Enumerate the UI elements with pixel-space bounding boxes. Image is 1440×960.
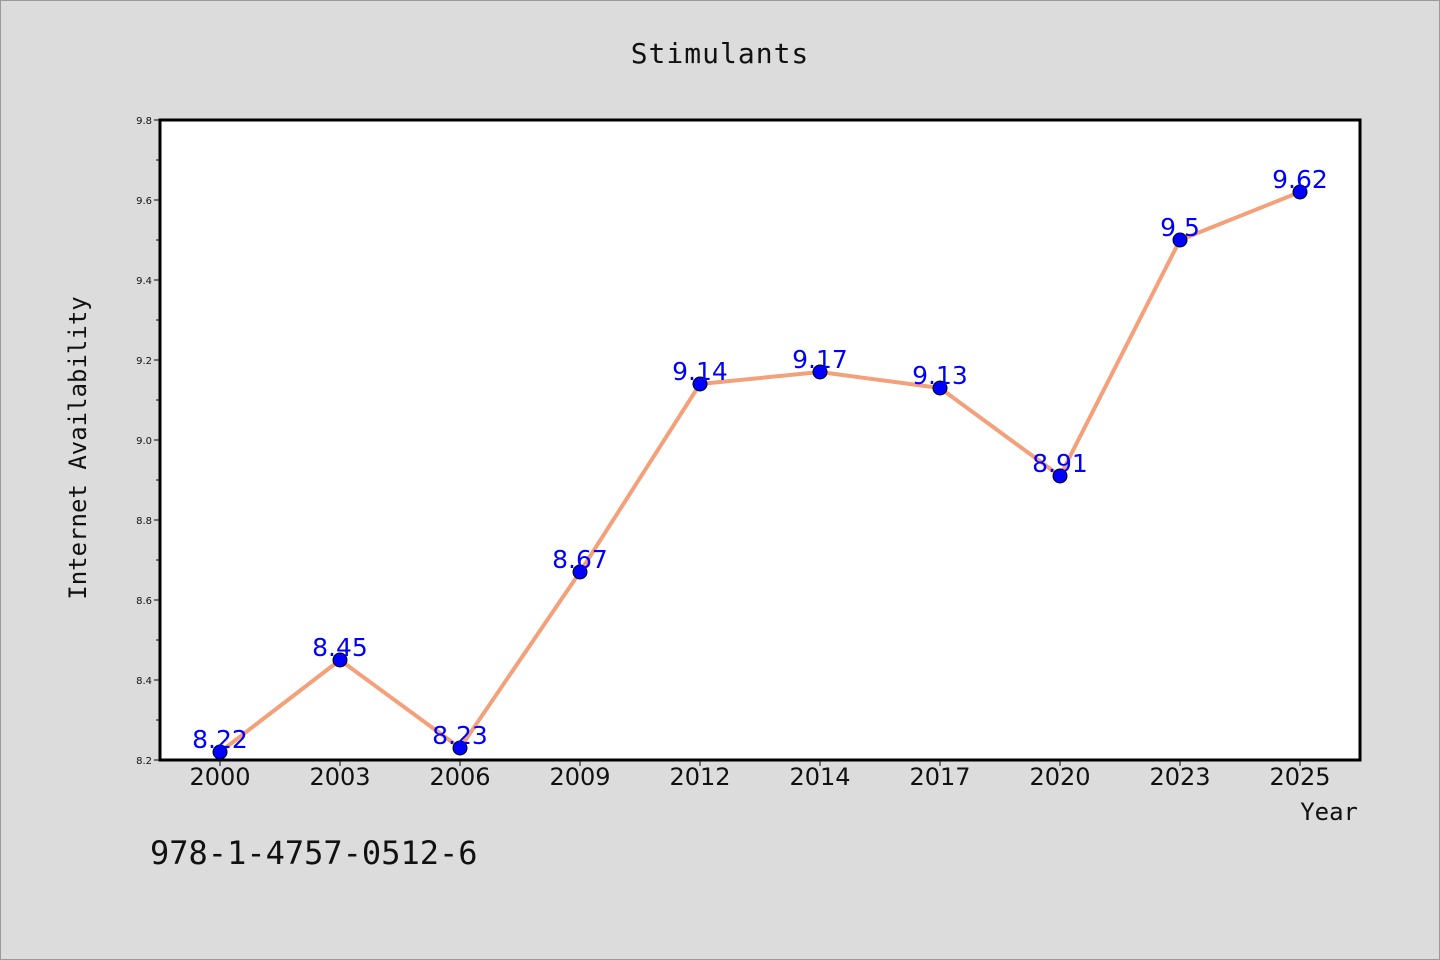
data-point[interactable] (332, 652, 348, 668)
x-tick-label: 2003 (309, 763, 370, 791)
data-point[interactable] (1292, 184, 1308, 200)
data-label: 8.45 (312, 633, 368, 662)
data-point[interactable] (1052, 468, 1068, 484)
data-point[interactable] (692, 376, 708, 392)
x-tick-label: 2025 (1269, 763, 1330, 791)
data-label: 8.91 (1032, 449, 1088, 478)
x-tick-label: 2017 (909, 763, 970, 791)
data-label: 9.13 (912, 361, 968, 390)
y-tick-label: 9.8 (136, 116, 152, 127)
y-tick-label: 8.2 (136, 756, 152, 767)
data-label: 8.23 (432, 721, 488, 750)
data-point[interactable] (452, 740, 468, 756)
x-tick-label: 2023 (1149, 763, 1210, 791)
isbn-text: 978-1-4757-0512-6 (150, 834, 478, 872)
x-tick-label: 2009 (549, 763, 610, 791)
y-tick-label: 9.6 (136, 196, 152, 207)
x-tick-label: 2006 (429, 763, 490, 791)
data-label: 9.14 (672, 357, 728, 386)
data-point[interactable] (572, 564, 588, 580)
x-axis: 2000 2003 2006 2009 2012 2014 2017 2020 2023 2025 (189, 760, 1331, 791)
series-line (218, 190, 1301, 754)
data-point[interactable] (932, 380, 948, 396)
plot-area (158, 118, 1362, 762)
data-point[interactable] (1172, 232, 1188, 248)
x-tick-label: 2020 (1029, 763, 1090, 791)
data-point[interactable] (212, 744, 228, 760)
chart-title: Stimulants (631, 37, 810, 70)
y-tick-label: 9.2 (136, 356, 152, 367)
data-label: 9.62 (1272, 165, 1328, 194)
x-tick-label: 2000 (189, 763, 250, 791)
y-axis-label: Internet Availability (64, 296, 92, 599)
data-label: 8.22 (192, 725, 248, 754)
x-tick-label: 2012 (669, 763, 730, 791)
x-axis-label: Year (1300, 798, 1358, 826)
y-tick-label: 8.8 (136, 516, 152, 527)
y-axis: 8.2 8.4 8.6 8.8 9.0 9.2 9.4 9.6 9.8 (136, 116, 160, 767)
data-point[interactable] (812, 364, 828, 380)
data-label: 8.67 (552, 545, 608, 574)
x-tick-label: 2014 (789, 763, 850, 791)
y-tick-label: 9.4 (136, 276, 152, 287)
data-label: 9.5 (1160, 213, 1200, 242)
data-label: 9.17 (792, 345, 848, 374)
y-tick-label: 8.6 (136, 596, 152, 607)
y-tick-label: 9.0 (136, 436, 152, 447)
series-layer: 8.22 8.45 8.23 8.67 9.14 9.17 9.13 8.91 9.5 9.62 (192, 165, 1328, 760)
y-tick-label: 8.4 (136, 676, 152, 687)
